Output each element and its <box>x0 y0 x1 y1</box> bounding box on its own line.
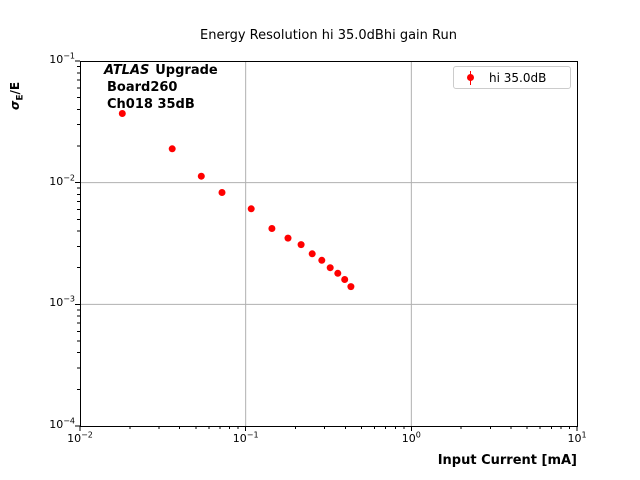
annotation-line-3: Ch018 35dB <box>107 97 195 112</box>
x-axis-label: Input Current [mA] <box>437 453 577 468</box>
data-point[interactable] <box>347 283 355 291</box>
x-tick-label: 101 <box>567 430 587 445</box>
data-point[interactable] <box>118 110 126 117</box>
y-tick-label: 10−1 <box>49 51 75 66</box>
legend: hi 35.0dB <box>453 66 571 89</box>
x-tick-label: 100 <box>401 430 421 445</box>
annotation-experiment: ATLAS <box>104 63 150 78</box>
annotation-line-2: Board260 <box>107 80 178 95</box>
errorbar-marker-icon <box>466 69 475 86</box>
plot-annotation: ATLAS Upgrade Board260 Ch018 35dB <box>104 62 218 113</box>
y-tick-label: 10−3 <box>49 294 75 310</box>
x-tick-label: 10−2 <box>67 430 93 445</box>
data-point[interactable] <box>284 234 292 242</box>
data-point[interactable] <box>247 205 255 213</box>
data-point[interactable] <box>268 225 276 232</box>
data-point[interactable] <box>341 276 349 283</box>
plot-frame <box>80 61 578 427</box>
data-point[interactable] <box>218 189 226 196</box>
x-tick-label: 10−1 <box>232 430 259 445</box>
data-point[interactable] <box>168 145 176 153</box>
annotation-upgrade: Upgrade <box>155 63 218 78</box>
data-point[interactable] <box>318 256 326 264</box>
y-axis-label: σE/E <box>8 82 25 110</box>
y-axis-label-subscript: E <box>15 94 26 101</box>
y-axis-label-sigma: σ <box>8 100 22 110</box>
data-point[interactable] <box>197 172 205 180</box>
chart-title: Energy Resolution hi 35.0dBhi gain Run <box>200 28 457 43</box>
data-point[interactable] <box>297 241 305 249</box>
annotation-line-1: ATLAS Upgrade <box>104 62 218 79</box>
y-tick-label: 10−2 <box>49 173 75 188</box>
data-point[interactable] <box>334 269 342 277</box>
data-point[interactable] <box>308 250 316 258</box>
errorbar-dot <box>467 74 474 81</box>
y-axis-label-rest: /E <box>8 81 22 95</box>
data-point[interactable] <box>326 264 334 272</box>
legend-label: hi 35.0dB <box>489 70 547 85</box>
y-tick-label: 10−4 <box>49 416 75 431</box>
